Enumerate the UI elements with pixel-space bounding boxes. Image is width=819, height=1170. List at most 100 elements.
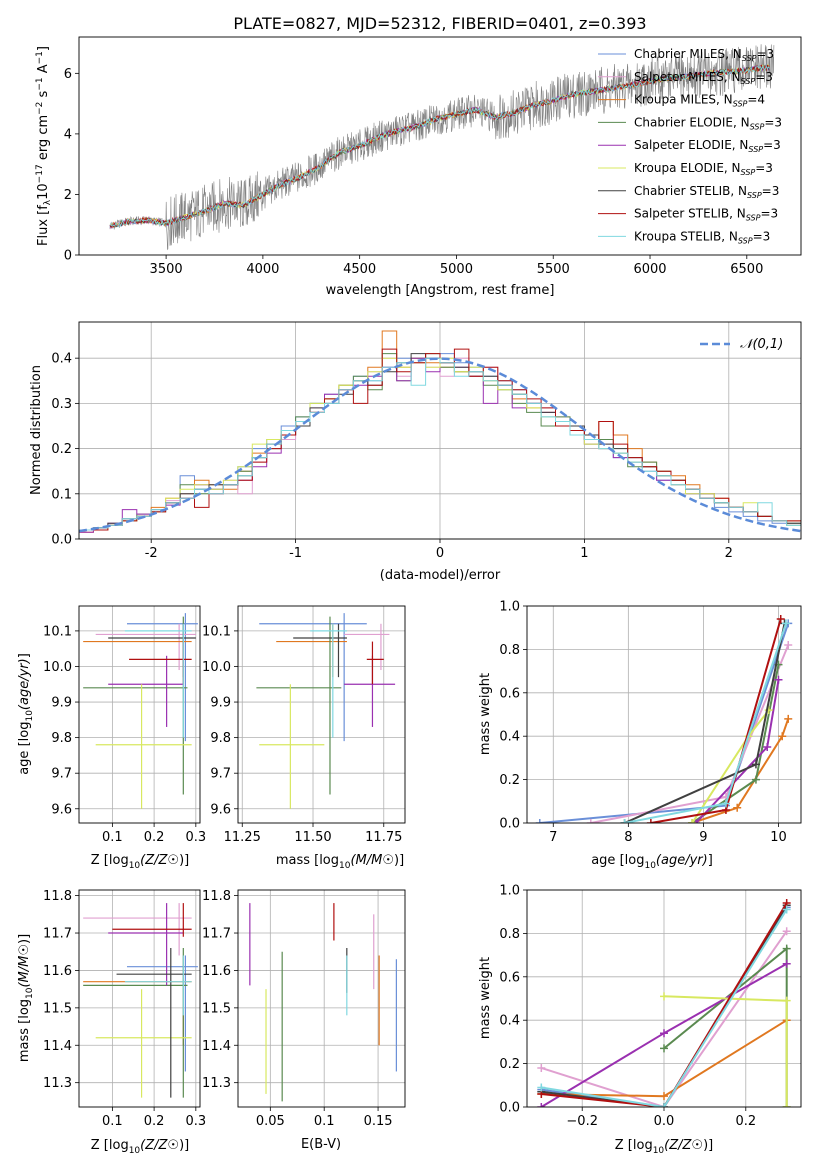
weight-vs-age-chabrier-stelib-line	[624, 623, 786, 823]
weight-vs-age-salpeter-stelib-marker	[646, 819, 655, 823]
x-tick-label: 4000	[246, 262, 279, 277]
y-tick-label: 9.7	[51, 767, 72, 782]
legend-entry: 𝒩(0,1)	[740, 337, 783, 352]
weight-vs-z-frame	[526, 889, 802, 1108]
x-tick-label: 11.25	[224, 830, 261, 845]
histogram-frame	[78, 321, 802, 540]
x-tick-label: 0.3	[185, 1114, 206, 1129]
y-tick-label: 11.6	[202, 964, 231, 979]
y-tick-label: 11.5	[202, 1001, 231, 1016]
weight-vs-z-kroupa-elodie-marker	[660, 992, 668, 1001]
weight-vs-age-frame	[526, 605, 802, 824]
weight-vs-z-kroupa-elodie-marker	[782, 1103, 791, 1107]
y-tick-label: 1.0	[499, 600, 520, 615]
age-vs-z-x-label: Z [log10(Z/Z☉)]	[91, 853, 189, 871]
x-tick-label: 6000	[633, 262, 666, 277]
x-tick-label: -1	[289, 546, 302, 561]
clip-hist-plot	[79, 330, 801, 539]
y-tick-label: 0.8	[499, 927, 520, 942]
weight-vs-age-kroupa-miles-line	[691, 718, 790, 823]
weight-vs-age-kroupa-stelib-marker	[781, 619, 790, 628]
y-tick-label: 0.6	[499, 970, 520, 985]
histogram-x-label: (data-model)/error	[380, 568, 501, 583]
weight-vs-age-kroupa-stelib-line	[624, 623, 787, 823]
weight-vs-age-chabrier-miles-marker	[535, 819, 544, 823]
y-tick-label: 10.1	[202, 624, 231, 639]
y-tick-label: 11.7	[202, 927, 231, 942]
y-tick-label: 10.0	[43, 660, 72, 675]
weight-vs-age-salpeter-miles-marker	[586, 819, 595, 823]
clip-age-vs-z-plot	[83, 613, 198, 809]
histogram-y-label: Normed distribution	[29, 365, 44, 495]
y-tick-label: 6	[64, 67, 72, 82]
weight-vs-age-salpeter-miles-line	[590, 644, 790, 823]
x-tick-label: 0.1	[102, 830, 123, 845]
x-tick-label: 0.1	[314, 1114, 335, 1129]
y-tick-label: 0.0	[51, 533, 72, 548]
weight-vs-age-kroupa-stelib-marker	[620, 819, 629, 823]
mass-vs-ebv-axes: 0.05 0.1 0.15 11.3 11.4 11.5 11.6 11.7 11.8	[202, 889, 405, 1129]
legend-entry: Chabrier ELODIE, NSSP=3	[634, 115, 782, 131]
weight-vs-z-chabrier-elodie-line	[663, 946, 788, 1107]
age-vs-mass-axes: 11.25 11.50 11.75 9.6 9.7 9.8 9.9 10.0 10.1	[202, 606, 405, 845]
x-tick-label: 11.50	[294, 830, 331, 845]
weight-vs-age-kroupa-miles-marker	[784, 714, 793, 723]
x-tick-label: 0.0	[654, 1114, 675, 1129]
y-tick-label: 0.0	[499, 1101, 520, 1116]
histogram-step-salpeter-stelib	[79, 348, 801, 539]
weight-vs-age-salpeter-elodie-marker	[774, 675, 783, 684]
clip-age-vs-mass-plot	[256, 613, 396, 809]
weight-vs-z-salpeter-elodie-marker	[782, 959, 791, 968]
weight-vs-age-y-label: mass weight	[478, 673, 493, 755]
weight-vs-z-salpeter-elodie-marker	[660, 1029, 668, 1038]
legend-entry: Salpeter MILES, NSSP=3	[634, 70, 773, 86]
x-tick-label: 5000	[440, 262, 473, 277]
x-tick-label: 1	[580, 546, 588, 561]
y-tick-label: 0	[64, 249, 72, 264]
age-vs-mass-x-label: mass [log10(M/M☉)]	[276, 853, 404, 871]
x-tick-label: 7	[549, 830, 557, 845]
y-tick-label: 9.8	[51, 731, 72, 746]
y-tick-label: 11.8	[43, 889, 72, 904]
x-tick-label: 6500	[730, 262, 763, 277]
weight-vs-z-x-label: Z [log10(Z/Z☉)]	[615, 1138, 713, 1156]
x-tick-label: 2	[725, 546, 733, 561]
x-tick-label: 0.05	[256, 1114, 285, 1129]
y-tick-label: 0.0	[499, 817, 520, 832]
clip-mass-vs-ebv-plot	[249, 903, 397, 1102]
legend-entry: Kroupa MILES, NSSP=4	[634, 93, 765, 109]
y-tick-label: 9.8	[210, 731, 231, 746]
y-tick-label: 0.4	[499, 1014, 520, 1029]
spectrum-y-label: Flux [fλ10−17 erg cm−2 s−1 A−1]	[35, 46, 53, 246]
y-tick-label: 0.2	[499, 773, 520, 788]
y-tick-label: 11.5	[43, 1001, 72, 1016]
y-tick-label: 11.3	[202, 1076, 231, 1091]
clip-weight-vs-age-plot	[535, 615, 793, 823]
weight-vs-age-salpeter-elodie-marker	[763, 743, 772, 752]
spectrum-legend: Chabrier MILES, NSSP=3 Salpeter MILES, NS…	[598, 47, 782, 245]
y-tick-label: 10.1	[43, 624, 72, 639]
model-spectrum-kroupa-stelib	[109, 64, 770, 228]
weight-vs-z-kroupa-elodie-marker	[782, 996, 791, 1005]
weight-vs-age-x-label: age [log10(age/yr)]	[591, 853, 713, 871]
y-tick-label: 11.6	[43, 964, 72, 979]
y-tick-label: 9.6	[210, 802, 231, 817]
weight-vs-z-salpeter-miles-line	[540, 930, 788, 1107]
mass-vs-z-y-label: mass [log10(M/M☉)]	[17, 934, 35, 1062]
y-tick-label: 0.8	[499, 643, 520, 658]
weight-vs-z-chabrier-elodie-marker	[782, 944, 791, 953]
y-tick-label: 1.0	[499, 884, 520, 899]
mass-vs-z-axes: 0.1 0.2 0.3 11.3 11.4 11.5 11.6 11.7 11.8	[43, 889, 206, 1129]
weight-vs-age-salpeter-stelib-marker	[776, 615, 785, 624]
y-tick-label: 2	[64, 188, 72, 203]
x-tick-label: 8	[624, 830, 632, 845]
x-tick-label: 5500	[537, 262, 570, 277]
legend-entry: Chabrier MILES, NSSP=3	[634, 47, 774, 63]
spectrum-x-label: wavelength [Angstrom, rest frame]	[326, 283, 555, 298]
x-tick-label: 10	[770, 830, 787, 845]
histogram-step-kroupa-stelib	[79, 357, 801, 539]
y-tick-label: 0.4	[499, 730, 520, 745]
y-tick-label: 0.2	[51, 442, 72, 457]
weight-vs-age-kroupa-elodie-marker	[688, 819, 697, 823]
weight-vs-z-y-label: mass weight	[478, 957, 493, 1039]
